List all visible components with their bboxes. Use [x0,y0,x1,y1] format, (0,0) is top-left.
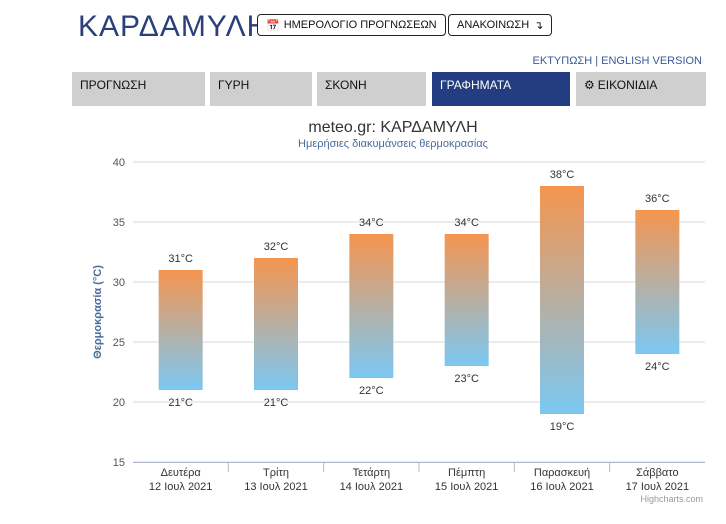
y-tick-label: 20 [113,397,125,409]
top-links: ΕΚΤΥΠΩΣΗ | ENGLISH VERSION [533,55,702,67]
temperature-bar[interactable] [444,234,489,366]
x-tick-date: 16 Ιουλ 2021 [530,481,594,493]
x-tick-day: Πέμπτη [448,467,485,479]
y-tick-label: 35 [113,217,125,229]
tab-charts[interactable]: ΓΡΑΦΗΜΑΤΑ [432,72,570,106]
x-tick-date: 14 Ιουλ 2021 [340,481,404,493]
chart-subtitle: Ημερήσιες διακυμάνσεις θερμοκρασίας [298,138,488,150]
x-tick-date: 17 Ιουλ 2021 [626,481,690,493]
forecast-calendar-button[interactable]: 📅 ΗΜΕΡΟΛΟΓΙΟ ΠΡΟΓΝΩΣΕΩΝ [257,14,446,36]
y-tick-label: 30 [113,277,125,289]
y-axis-label: Θερμοκρασία (°C) [92,265,104,359]
high-temp-label: 31°C [168,253,193,265]
x-tick-day: Παρασκευή [534,467,590,479]
highcharts-credits[interactable]: Highcharts.com [640,494,703,504]
links-separator: | [595,55,599,67]
forecast-calendar-label: ΗΜΕΡΟΛΟΓΙΟ ΠΡΟΓΝΩΣΕΩΝ [283,19,437,31]
x-tick-day: Τρίτη [263,467,289,479]
high-temp-label: 34°C [454,217,479,229]
tab-icons[interactable]: ⚙ ΕΙΚΟΝΙΔΙΑ [576,72,706,106]
y-tick-label: 15 [113,457,125,469]
temperature-bar[interactable] [635,210,680,354]
tab-forecast[interactable]: ΠΡΟΓΝΩΣΗ [72,72,205,106]
tab-pollen[interactable]: ΓΥΡΗ [210,72,312,106]
tab-label: ΓΡΑΦΗΜΑΤΑ [440,78,512,92]
high-temp-label: 34°C [359,217,384,229]
y-tick-label: 40 [113,157,125,169]
english-version-link[interactable]: ENGLISH VERSION [601,55,702,67]
x-tick-date: 13 Ιουλ 2021 [244,481,308,493]
temperature-bar[interactable] [540,186,584,414]
x-tick-day: Τετάρτη [353,467,391,479]
high-temp-label: 38°C [550,169,575,181]
x-tick-day: Δευτέρα [161,467,202,479]
low-temp-label: 23°C [454,373,479,385]
page-title: ΚΑΡΔΑΜΥΛΗ [78,10,270,43]
low-temp-label: 22°C [359,385,384,397]
high-temp-label: 32°C [264,241,289,253]
tab-label: ΠΡΟΓΝΩΣΗ [80,78,147,92]
tab-label: ΣΚΟΝΗ [325,78,367,92]
temperature-bar[interactable] [158,270,203,390]
high-temp-label: 36°C [645,193,670,205]
tab-label: ΓΥΡΗ [218,78,250,92]
y-tick-label: 25 [113,337,125,349]
low-temp-label: 21°C [168,397,193,409]
x-tick-date: 15 Ιουλ 2021 [435,481,499,493]
announcement-label: ΑΝΑΚΟΙΝΩΣΗ [457,19,530,31]
low-temp-label: 24°C [645,361,670,373]
tab-dust[interactable]: ΣΚΟΝΗ [317,72,426,106]
tab-label: ΕΙΚΟΝΙΔΙΑ [597,78,658,92]
low-temp-label: 19°C [550,421,575,433]
low-temp-label: 21°C [264,397,289,409]
gear-icon: ⚙ [584,78,595,92]
print-link[interactable]: ΕΚΤΥΠΩΣΗ [532,55,593,67]
temperature-bar[interactable] [349,234,394,378]
turn-arrow-icon: ↴ [534,19,544,32]
announcement-button[interactable]: ΑΝΑΚΟΙΝΩΣΗ ↴ [448,14,553,36]
tab-bar: ΠΡΟΓΝΩΣΗ ΓΥΡΗ ΣΚΟΝΗ ΓΡΑΦΗΜΑΤΑ ⚙ ΕΙΚΟΝΙΔΙΑ [72,72,706,106]
x-tick-date: 12 Ιουλ 2021 [149,481,213,493]
chart-title: meteo.gr: ΚΑΡΔΑΜΥΛΗ [308,119,477,136]
temperature-bar[interactable] [254,258,298,390]
x-tick-day: Σάββατο [636,467,678,479]
calendar-icon: 📅 [266,19,280,32]
